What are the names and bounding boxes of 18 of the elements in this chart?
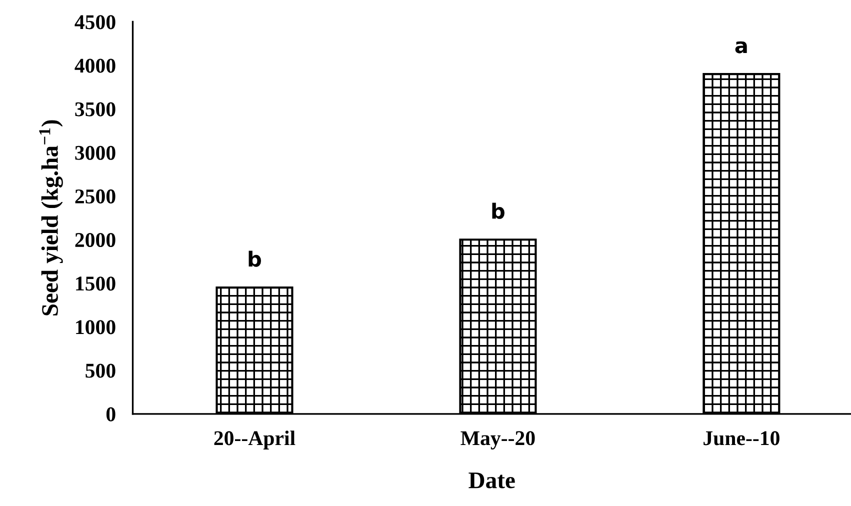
x-axis-title: Date [468, 472, 515, 488]
y-tick-label: 1000 [76, 320, 116, 334]
annotation: b [492, 202, 504, 219]
y-tick-label: 4500 [74, 15, 116, 30]
y-tick-label: 2000 [75, 232, 116, 248]
x-tick-label: May--20 [460, 431, 535, 450]
y-axis-title: Seed yield (kg.ha$^{−1}$) [39, 120, 63, 316]
annotation: b [248, 250, 262, 267]
y-tick-label: 0 [106, 407, 116, 422]
y-tick-label: 1500 [76, 276, 116, 291]
y-tick-label: 500 [86, 364, 116, 378]
x-tick-label: June--10 [704, 431, 780, 446]
y-tick-label: 4000 [74, 58, 116, 73]
annotation: a [735, 41, 747, 54]
y-tick-label: 3500 [75, 102, 116, 116]
y-tick-label: 2500 [75, 189, 116, 204]
x-tick-label: 20--April [214, 430, 296, 450]
y-tick-label: 3000 [75, 146, 116, 160]
